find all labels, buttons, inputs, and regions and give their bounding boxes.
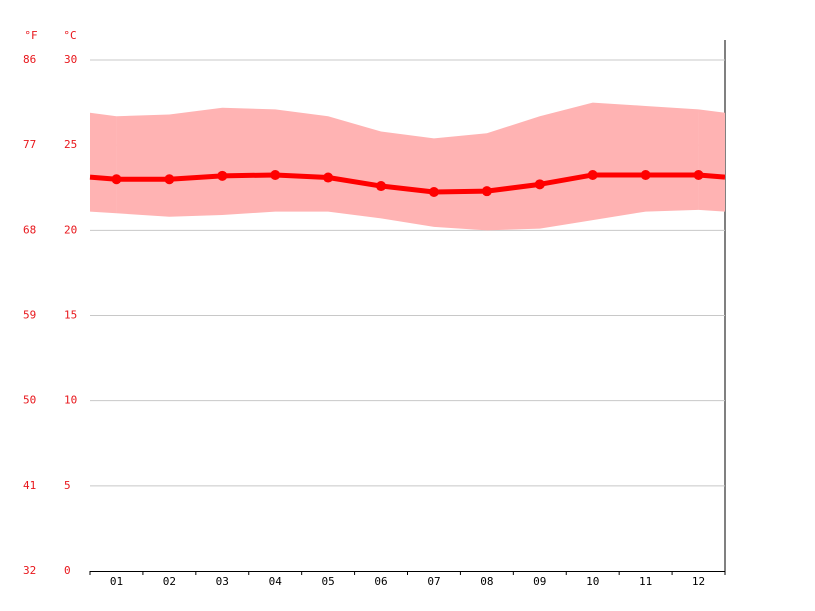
mean-point — [270, 169, 281, 180]
x-tick-label: 05 — [322, 575, 335, 588]
range-area — [116, 102, 699, 231]
mean-point — [534, 179, 545, 190]
y2-tick-label: 41 — [23, 479, 36, 492]
mean-point — [481, 186, 492, 197]
x-tick-label: 03 — [216, 575, 229, 588]
range-area-edge — [698, 109, 725, 212]
mean-point — [587, 169, 598, 180]
y-tick-label: 15 — [64, 309, 77, 322]
x-tick-label: 06 — [374, 575, 387, 588]
y2-tick-label: 77 — [23, 138, 36, 151]
y-tick-label: 10 — [64, 394, 77, 407]
y2-tick-label: 50 — [23, 394, 36, 407]
y-tick-label: 0 — [64, 564, 71, 577]
y-tick-label: 20 — [64, 223, 77, 236]
x-tick-label: 04 — [269, 575, 283, 588]
mean-line — [116, 172, 699, 195]
y-tick-label: 5 — [64, 479, 71, 492]
x-tick-label: 09 — [533, 575, 546, 588]
x-tick-label: 11 — [639, 575, 652, 588]
x-tick-label: 08 — [480, 575, 493, 588]
y-tick-label: 25 — [64, 138, 77, 151]
y2-unit-label: °F — [24, 29, 37, 42]
mean-point — [640, 169, 651, 180]
x-tick-label: 07 — [427, 575, 440, 588]
mean-point — [693, 169, 704, 180]
mean-point — [428, 187, 439, 198]
x-tick-label: 02 — [163, 575, 176, 588]
mean-point — [323, 172, 334, 183]
mean-point — [164, 174, 175, 185]
mean-point — [111, 174, 122, 185]
x-tick-label: 10 — [586, 575, 599, 588]
y-unit-label: °C — [63, 29, 76, 42]
y2-tick-label: 32 — [23, 564, 36, 577]
x-tick-label: 01 — [110, 575, 123, 588]
y2-tick-label: 68 — [23, 223, 36, 236]
mean-point — [217, 170, 228, 181]
x-tick-label: 12 — [692, 575, 705, 588]
mean-point — [376, 181, 387, 192]
y-tick-label: 30 — [64, 53, 77, 66]
y2-tick-label: 59 — [23, 309, 36, 322]
y2-tick-label: 86 — [23, 53, 36, 66]
range-area-edge — [90, 112, 117, 214]
